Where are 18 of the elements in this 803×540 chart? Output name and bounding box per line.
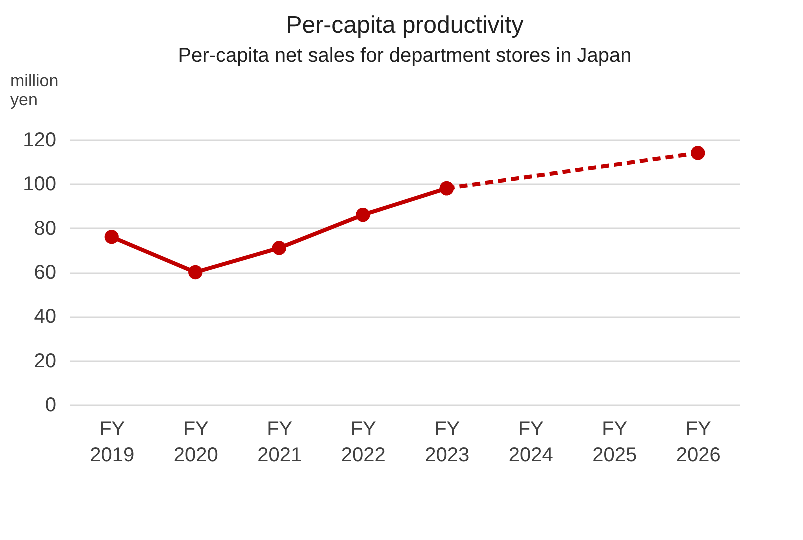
y-tick-label: 80: [34, 218, 56, 240]
x-tick-label: FY 2021: [258, 418, 302, 466]
x-tick-label: FY 2024: [508, 418, 554, 466]
chart-subtitle: Per-capita net sales for department stores in Japan: [178, 45, 632, 67]
x-tick-label: FY 2023: [425, 418, 470, 466]
y-axis-title: million yen: [10, 72, 59, 110]
x-tick-label: FY 2026: [676, 418, 721, 466]
x-tick-label: FY 2020: [174, 418, 218, 466]
y-tick-label: 0: [45, 394, 56, 416]
x-tick-label: FY 2019: [90, 418, 135, 466]
y-tick-label: 20: [34, 350, 56, 372]
x-tick-label: FY 2025: [592, 418, 638, 466]
y-tick-label: 100: [23, 174, 56, 196]
chart-title: Per-capita productivity: [286, 12, 524, 39]
y-tick-label: 40: [34, 306, 56, 328]
y-tick-label: 60: [34, 262, 56, 284]
y-tick-label: 120: [23, 130, 56, 152]
x-tick-label: FY 2022: [341, 418, 386, 466]
